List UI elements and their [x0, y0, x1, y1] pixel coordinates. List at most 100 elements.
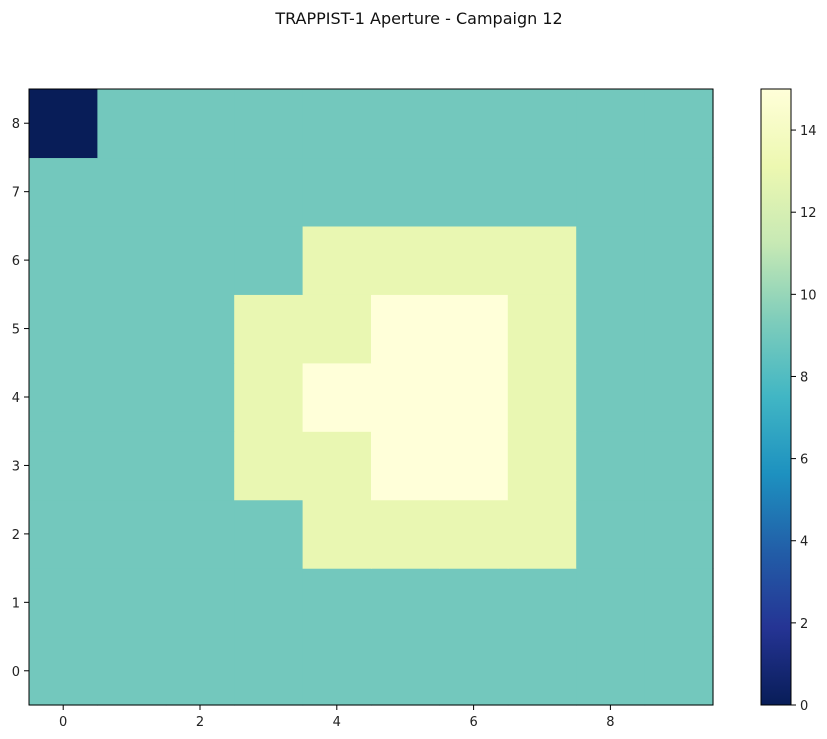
- heatmap-cell: [576, 636, 646, 706]
- heatmap-cell: [371, 568, 440, 638]
- heatmap-cell: [165, 431, 235, 501]
- heatmap-cell: [576, 431, 646, 501]
- heatmap-cell: [507, 362, 577, 432]
- heatmap-cell: [576, 225, 646, 295]
- heatmap-cell: [371, 294, 440, 364]
- colorbar-tick-label: 6: [800, 453, 808, 468]
- heatmap-cell: [439, 431, 509, 501]
- heatmap-cell: [29, 431, 98, 501]
- heatmap-cell: [97, 157, 167, 227]
- heatmap-cell: [97, 225, 167, 295]
- y-tick-label: 4: [12, 391, 20, 406]
- heatmap-cell: [97, 636, 167, 706]
- heatmap-cell: [644, 362, 714, 432]
- heatmap-cell: [234, 157, 304, 227]
- heatmap-cell: [29, 568, 98, 638]
- heatmap-cell: [644, 636, 714, 706]
- heatmap-cell: [302, 89, 372, 159]
- heatmap-cell: [644, 568, 714, 638]
- heatmap-cell: [507, 89, 577, 159]
- heatmap-cell: [439, 636, 509, 706]
- heatmap-cell: [234, 499, 304, 569]
- heatmap-cell: [29, 225, 98, 295]
- x-tick-label: 4: [333, 715, 341, 730]
- heatmap-cell: [97, 499, 167, 569]
- heatmap-cell: [439, 499, 509, 569]
- heatmap-cell: [97, 89, 167, 159]
- heatmap-cell: [576, 362, 646, 432]
- y-tick-label: 2: [12, 528, 20, 543]
- y-tick-label: 0: [12, 665, 20, 680]
- heatmap-cell: [439, 89, 509, 159]
- x-tick-label: 2: [196, 715, 204, 730]
- y-tick-label: 6: [12, 254, 20, 269]
- heatmap-cell: [234, 89, 304, 159]
- heatmap-cell: [644, 89, 714, 159]
- heatmap-cell: [234, 636, 304, 706]
- heatmap-cell: [507, 225, 577, 295]
- heatmap-cell: [439, 225, 509, 295]
- heatmap-cell: [234, 294, 304, 364]
- heatmap-cell: [302, 157, 372, 227]
- heatmap-cell: [302, 431, 372, 501]
- heatmap-cell: [576, 499, 646, 569]
- heatmap-cell: [29, 89, 98, 159]
- heatmap-cell: [371, 636, 440, 706]
- y-tick-label: 1: [12, 596, 20, 611]
- colorbar-tick-label: 12: [800, 206, 817, 221]
- heatmap-cell: [644, 499, 714, 569]
- heatmap-cell: [576, 294, 646, 364]
- heatmap-cell: [507, 568, 577, 638]
- heatmap-cell: [165, 225, 235, 295]
- colorbar-tick-label: 8: [800, 370, 808, 385]
- heatmap-cell: [507, 157, 577, 227]
- heatmap-cell: [371, 499, 440, 569]
- heatmap-cell: [371, 362, 440, 432]
- colorbar-tick-label: 0: [800, 699, 808, 714]
- heatmap-cells: [29, 89, 714, 706]
- colorbar-tick-label: 10: [800, 288, 817, 303]
- heatmap-cell: [371, 431, 440, 501]
- chart-title: TRAPPIST-1 Aperture - Campaign 12: [274, 9, 562, 28]
- heatmap-cell: [234, 362, 304, 432]
- heatmap-cell: [576, 157, 646, 227]
- y-tick-label: 7: [12, 186, 20, 201]
- heatmap-cell: [29, 499, 98, 569]
- y-tick-label: 8: [12, 117, 20, 132]
- colorbar-axis: 0 2 4 6 8 10 12 14: [791, 124, 817, 714]
- heatmap-cell: [234, 568, 304, 638]
- heatmap-cell: [165, 294, 235, 364]
- heatmap-cell: [507, 499, 577, 569]
- colorbar-tick-label: 4: [800, 535, 808, 550]
- heatmap-cell: [576, 89, 646, 159]
- heatmap-cell: [576, 568, 646, 638]
- x-axis: 0 2 4 6 8: [59, 705, 615, 730]
- heatmap-cell: [302, 362, 372, 432]
- heatmap-cell: [644, 157, 714, 227]
- heatmap-cell: [29, 294, 98, 364]
- colorbar-tick-label: 14: [800, 124, 817, 139]
- heatmap-cell: [97, 362, 167, 432]
- heatmap-cell: [644, 225, 714, 295]
- heatmap-cell: [165, 568, 235, 638]
- heatmap-cell: [439, 157, 509, 227]
- x-tick-label: 6: [469, 715, 477, 730]
- heatmap-cell: [507, 636, 577, 706]
- y-tick-label: 5: [12, 323, 20, 338]
- heatmap-cell: [234, 431, 304, 501]
- heatmap-cell: [29, 636, 98, 706]
- colorbar: [760, 88, 792, 706]
- heatmap-cell: [234, 225, 304, 295]
- heatmap-cell: [439, 294, 509, 364]
- heatmap-cell: [371, 225, 440, 295]
- heatmap-cell: [302, 499, 372, 569]
- heatmap-cell: [644, 431, 714, 501]
- heatmap-cell: [29, 157, 98, 227]
- heatmap-cell: [97, 568, 167, 638]
- heatmap-cell: [165, 362, 235, 432]
- heatmap-cell: [97, 294, 167, 364]
- heatmap-cell: [165, 157, 235, 227]
- heatmap-cell: [302, 636, 372, 706]
- heatmap-cell: [371, 157, 440, 227]
